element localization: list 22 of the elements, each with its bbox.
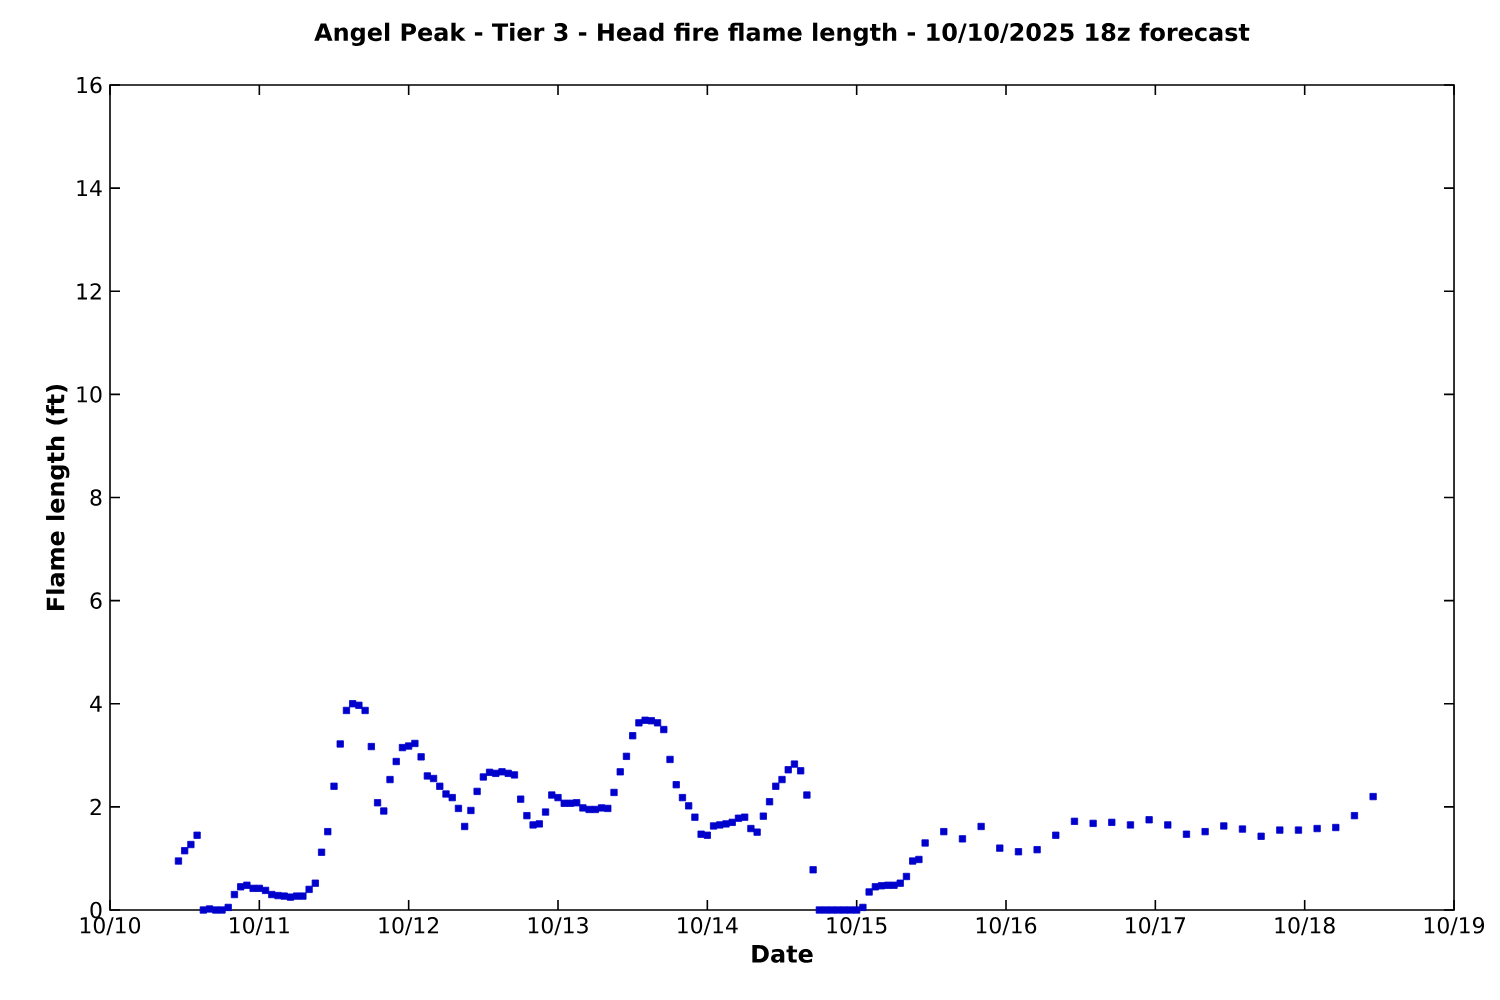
x-tick-label: 10/13 (528, 917, 588, 936)
x-tick-label: 10/17 (1126, 917, 1186, 936)
y-tick-label: 16 (77, 76, 102, 94)
x-tick-label: 10/14 (678, 917, 738, 936)
x-tick-label: 10/10 (80, 917, 141, 936)
x-tick-label: 10/16 (976, 917, 1037, 936)
x-tick-label: 10/11 (230, 917, 289, 936)
y-tick-label: 6 (90, 592, 102, 609)
x-axis-title: Date (752, 945, 813, 963)
x-tick-label: 10/18 (1275, 917, 1335, 936)
chart-title: Angel Peak - Tier 3 - Head fire flame length - 10/10/2025 18z forecast (314, 22, 1250, 46)
y-axis-title: Flame length (ft) (46, 384, 70, 610)
x-tick-label: 10/19 (1424, 917, 1485, 936)
y-tick-label: 8 (90, 489, 102, 506)
y-tick-label: 10 (77, 386, 102, 403)
y-tick-label: 14 (77, 180, 102, 197)
y-tick-label: 2 (90, 798, 101, 816)
y-tick-label: 0 (90, 901, 102, 919)
x-tick-label: 10/15 (827, 917, 887, 936)
y-tick-label: 4 (90, 695, 102, 712)
y-tick-label: 12 (77, 283, 101, 300)
x-tick-label: 10/12 (379, 917, 439, 936)
